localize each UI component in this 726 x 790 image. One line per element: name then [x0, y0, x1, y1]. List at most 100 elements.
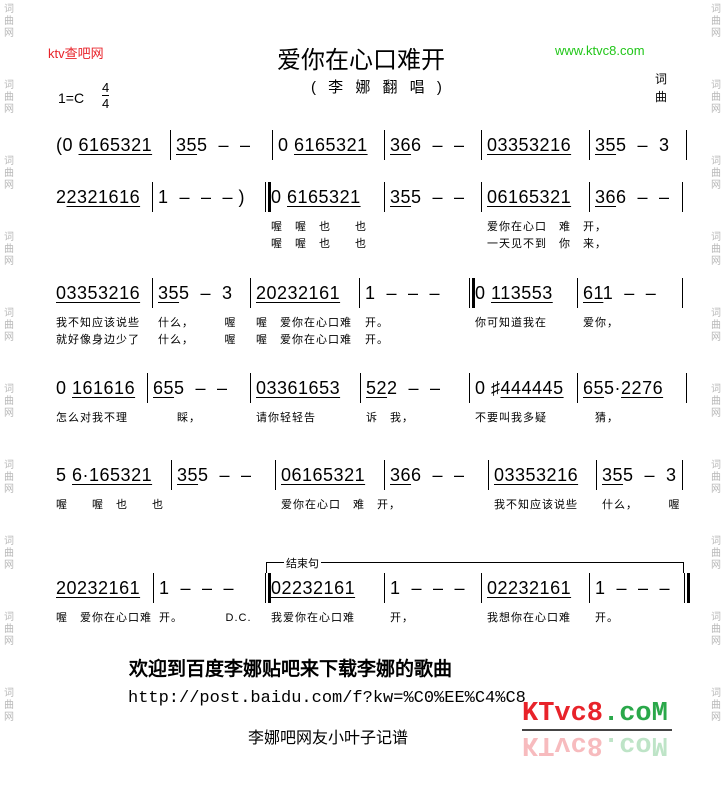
barline — [589, 182, 590, 212]
notes: (0 — [56, 135, 79, 155]
measure: 366 – – — [384, 463, 488, 487]
site-watermark-right: www.ktvc8.com — [555, 43, 645, 58]
beamed-notes: 03353216 — [487, 135, 572, 155]
measure: 1 – – – ) — [152, 185, 265, 209]
side-watermark-text: 词曲网 — [4, 308, 14, 343]
side-watermark-text: 词曲网 — [711, 612, 721, 647]
lyric-verse-1: 我爱你在心口难 — [271, 612, 355, 624]
measure-notes: 0 6165321 — [272, 133, 384, 157]
lyric-verse-1: 爱你在心口 难 开， — [487, 221, 607, 233]
beamed-notes: 20232161 — [256, 283, 341, 303]
barline — [152, 278, 153, 308]
lyric-verse-1: 爱你在心口 难 开， — [281, 499, 401, 511]
lyric-verse-1: 开。 D.C. — [159, 612, 252, 624]
lyric-verse-1: 我不知应该说些 — [494, 499, 578, 511]
measure-notes: 0 113553 — [469, 281, 577, 305]
measure: 03361653 请你轻轻告 — [250, 376, 360, 424]
beamed-notes: 2276 — [621, 378, 664, 398]
beamed-notes: 03361653 — [256, 378, 341, 398]
measure: 655 – – 睬， — [147, 376, 250, 424]
measure-notes: 0 6165321 — [265, 185, 384, 209]
beamed-notes: 65 — [153, 378, 175, 398]
measure: 0 6165321 喔 喔 也 也喔 喔 也 也 — [265, 185, 384, 250]
barline — [589, 573, 590, 603]
barline — [250, 373, 251, 403]
notes: 0 ♯ — [475, 378, 501, 398]
lyric-verse-1: 我不知应该说些 — [56, 317, 140, 329]
beamed-notes: 6165321 — [78, 135, 153, 155]
measure-notes: (0 6165321 — [50, 133, 170, 157]
beamed-notes: 20232161 — [56, 578, 141, 598]
barline — [481, 130, 482, 160]
notes: 1 – – – ) — [158, 187, 246, 207]
lyric-verse-1: 什么， 喔 — [602, 499, 681, 511]
measure: 366 – – — [589, 185, 682, 209]
measure: 03353216 — [481, 133, 589, 157]
notes: 6 – – — [616, 187, 670, 207]
beamed-notes: 06165321 — [281, 465, 366, 485]
lyric-verse-2: 一天见不到 你 来， — [487, 238, 607, 250]
barline — [686, 373, 687, 403]
measure: 20232161 喔 爱你在心口难 — [50, 576, 153, 624]
beamed-notes: 35 — [177, 465, 199, 485]
measure-notes: 1 – – – — [384, 576, 481, 600]
measure-notes: 03353216 — [488, 463, 596, 487]
measure-notes: 1 – – – — [359, 281, 469, 305]
beamed-notes: 02232161 — [271, 578, 356, 598]
measure-notes: 366 – – — [384, 133, 481, 157]
measure-notes: 20232161 — [50, 576, 153, 600]
notes: 5 – 3 — [623, 465, 677, 485]
double-barline — [684, 573, 690, 603]
beamed-notes: 52 — [366, 378, 388, 398]
beamed-notes: 06165321 — [487, 187, 572, 207]
beamed-notes: 03353216 — [494, 465, 579, 485]
side-watermark-text: 词曲网 — [711, 232, 721, 267]
measure-notes: 03353216 — [50, 281, 152, 305]
lyricist-label: 词 — [655, 72, 668, 86]
side-watermark-text: 词曲网 — [711, 308, 721, 343]
key-signature: 1=C — [58, 90, 85, 106]
beamed-notes: 36 — [390, 465, 412, 485]
barline — [359, 278, 360, 308]
barline — [682, 182, 683, 212]
barline — [153, 573, 154, 603]
time-top: 4 — [102, 80, 110, 96]
barline — [384, 573, 385, 603]
notes: 1 – – – — [390, 578, 466, 598]
ending-label: 结束句 — [284, 555, 321, 571]
side-watermark-text: 词曲网 — [4, 232, 14, 267]
measure: 366 – – — [384, 133, 481, 157]
measure: (0 6165321 — [50, 133, 170, 157]
lyric-verse-1: 你可知道我在 — [475, 317, 547, 329]
beamed-notes: 35 — [176, 135, 198, 155]
measure-notes: 1 – – – ) — [152, 185, 265, 209]
beamed-notes: 35 — [602, 465, 624, 485]
side-watermark-text: 词曲网 — [4, 156, 14, 191]
side-watermark-text: 词曲网 — [711, 688, 721, 723]
barline — [577, 373, 578, 403]
composer-label: 曲 — [655, 90, 668, 104]
lyric-verse-1: 喔 爱你在心口难 — [256, 317, 352, 329]
notes: 5 – 3 — [616, 135, 670, 155]
measure: 1 – – – 开。 — [589, 576, 684, 624]
barline — [275, 460, 276, 490]
measure-notes: 355 – – — [171, 463, 275, 487]
measure-notes: 02232161 — [265, 576, 384, 600]
beamed-notes: 36 — [390, 135, 412, 155]
side-watermark-text: 词曲网 — [4, 384, 14, 419]
tieba-url[interactable]: http://post.baidu.com/f?kw=%C0%EE%C4%C8 — [128, 689, 526, 708]
barline — [384, 182, 385, 212]
measure-notes: 22321616 — [50, 185, 152, 209]
measure: 03353216 我不知应该说些 — [488, 463, 596, 511]
beamed-notes: 161616 — [72, 378, 136, 398]
lyric-verse-2: 什么， 喔 — [158, 334, 237, 346]
lyric-verse-2: 喔 爱你在心口难 — [256, 334, 352, 346]
notes: 5· — [604, 378, 622, 398]
barline — [481, 573, 482, 603]
measure-notes: 0 ♯444445 — [469, 376, 577, 400]
notes: 0 — [56, 378, 73, 398]
barline — [596, 460, 597, 490]
measure: 355 – – — [170, 133, 272, 157]
side-watermark-text: 词曲网 — [4, 4, 14, 39]
